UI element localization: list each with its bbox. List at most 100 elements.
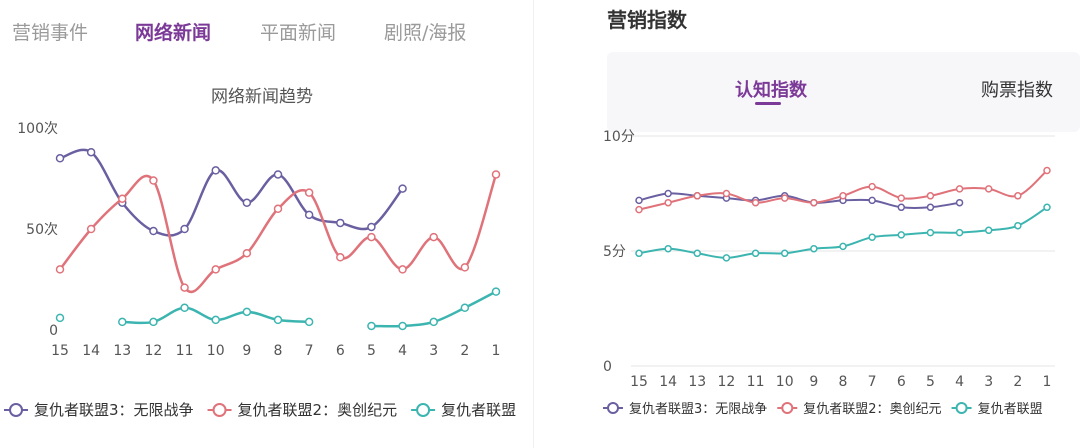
data-point — [211, 166, 220, 175]
y-tick-label: 0 — [49, 323, 58, 339]
data-point — [635, 196, 643, 205]
data-point — [926, 192, 935, 200]
data-point — [491, 170, 501, 179]
legend-label: 复仇者联盟3：无限战争 — [629, 402, 767, 417]
data-point — [839, 242, 847, 251]
data-point — [242, 248, 252, 258]
data-point — [810, 198, 818, 207]
active-tab-underline — [755, 102, 781, 105]
data-point — [336, 253, 345, 262]
data-point — [118, 194, 127, 203]
x-tick-label: 8 — [274, 343, 283, 359]
data-point — [398, 184, 407, 193]
tab-stills-posters[interactable]: 剧照/海报 — [384, 22, 467, 44]
data-point — [273, 170, 283, 179]
y-tick-label: 0 — [603, 359, 612, 375]
data-point — [367, 222, 376, 232]
data-point — [336, 218, 345, 228]
data-point — [635, 205, 643, 214]
legend-label: 复仇者联盟 — [441, 401, 516, 419]
x-tick-label: 4 — [955, 374, 964, 390]
data-point — [367, 321, 376, 331]
data-point — [664, 198, 672, 207]
x-tick-label: 3 — [429, 343, 438, 359]
series-line — [59, 148, 404, 237]
x-tick-label: 14 — [82, 343, 100, 359]
data-point — [180, 303, 189, 313]
x-tick-label: 6 — [336, 343, 345, 359]
x-tick-label: 15 — [51, 343, 69, 359]
x-tick-label: 7 — [868, 374, 877, 390]
x-tick-label: 8 — [839, 374, 848, 390]
category-tabs: 营销事件 网络新闻 平面新闻 剧照/海报 — [0, 0, 525, 60]
data-point — [460, 263, 470, 272]
data-point — [180, 224, 189, 234]
data-point — [86, 147, 96, 157]
data-point — [398, 321, 407, 331]
data-point — [429, 232, 438, 242]
data-point — [955, 198, 964, 207]
data-point — [86, 224, 96, 234]
data-point — [55, 313, 65, 323]
x-tick-label: 10 — [207, 343, 225, 359]
data-point — [868, 196, 876, 205]
tab-print-news[interactable]: 平面新闻 — [260, 22, 337, 44]
panel-divider — [533, 0, 534, 448]
data-point — [722, 254, 731, 262]
data-point — [367, 232, 376, 242]
legend-marker — [416, 403, 431, 417]
x-tick-label: 13 — [688, 374, 706, 390]
legend-marker — [781, 402, 794, 414]
data-point — [242, 198, 252, 207]
y-tick-label: 10分 — [603, 129, 635, 145]
data-point — [460, 303, 470, 313]
data-point — [810, 244, 818, 253]
x-tick-label: 9 — [809, 374, 818, 390]
data-point — [1014, 221, 1022, 230]
tab-ticket-index[interactable]: 购票指数 — [981, 80, 1053, 101]
data-point — [1043, 203, 1051, 212]
data-point — [149, 226, 158, 236]
data-point — [984, 185, 993, 193]
legend-label: 复仇者联盟3：无限战争 — [34, 401, 194, 419]
x-tick-label: 12 — [145, 343, 163, 359]
x-tick-label: 7 — [305, 343, 314, 359]
data-point — [55, 265, 65, 274]
legend-marker — [9, 403, 23, 417]
x-tick-label: 1 — [1043, 374, 1052, 390]
data-point — [955, 185, 964, 193]
data-point — [149, 176, 158, 185]
right-panel: 营销指数 认知指数 购票指数 0 5分 10分 15 14 13 12 11 10 9 8 7 6 5 4 3… — [545, 0, 1080, 448]
x-tick-label: 11 — [747, 374, 765, 390]
data-point — [491, 287, 501, 296]
tab-awareness-index[interactable]: 认知指数 — [735, 80, 807, 101]
left-panel: 营销事件 网络新闻 平面新闻 剧照/海报 网络新闻趋势 0 50次 100次 15 14 1… — [0, 0, 525, 448]
data-point — [118, 317, 127, 327]
data-point — [149, 317, 158, 327]
legend-label: 复仇者联盟2：奥创纪元 — [803, 402, 941, 417]
y-tick-label: 50次 — [26, 222, 58, 238]
x-tick-label: 2 — [460, 343, 469, 359]
x-tick-label: 4 — [398, 343, 407, 359]
x-tick-label: 6 — [897, 374, 906, 390]
data-point — [897, 194, 906, 202]
data-point — [751, 249, 760, 258]
data-point — [398, 265, 407, 274]
index-tabs: 认知指数 购票指数 — [607, 52, 1080, 132]
data-point — [242, 307, 252, 317]
x-tick-label: 5 — [367, 343, 376, 359]
data-point — [926, 228, 935, 237]
data-point — [1043, 166, 1051, 175]
data-point — [780, 194, 789, 202]
x-tick-label: 5 — [926, 374, 935, 390]
tab-web-news[interactable]: 网络新闻 — [135, 22, 212, 44]
data-point — [839, 192, 847, 200]
data-point — [751, 198, 760, 207]
tab-marketing-events[interactable]: 营销事件 — [12, 22, 89, 44]
legend-marker — [212, 403, 227, 417]
data-point — [304, 188, 314, 197]
legend-label: 复仇者联盟 — [978, 402, 1043, 417]
legend-marker — [955, 402, 968, 414]
data-point — [429, 317, 438, 327]
data-point — [664, 244, 672, 253]
